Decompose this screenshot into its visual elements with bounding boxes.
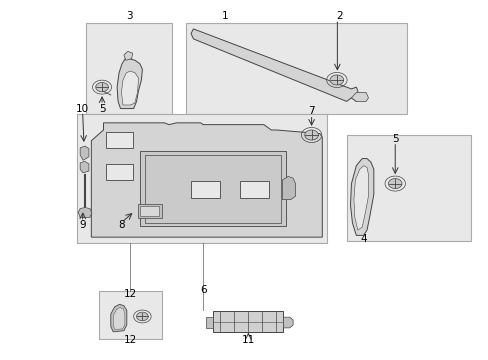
FancyBboxPatch shape (346, 135, 469, 241)
Polygon shape (91, 123, 322, 237)
FancyBboxPatch shape (99, 291, 162, 339)
Polygon shape (123, 51, 132, 60)
Text: 10: 10 (76, 104, 89, 113)
Text: 11: 11 (241, 335, 255, 345)
Text: 5: 5 (99, 104, 105, 113)
Text: 9: 9 (79, 220, 86, 230)
Polygon shape (191, 29, 357, 102)
Bar (191, 181, 220, 198)
Bar (239, 181, 268, 198)
Text: 12: 12 (123, 335, 137, 345)
Text: 12: 12 (123, 289, 137, 298)
Text: 2: 2 (335, 12, 342, 21)
FancyBboxPatch shape (86, 23, 171, 114)
Text: 4: 4 (360, 234, 366, 244)
Polygon shape (80, 146, 89, 160)
Text: 3: 3 (126, 12, 132, 21)
Text: 5: 5 (391, 134, 398, 144)
Polygon shape (353, 166, 368, 230)
Polygon shape (351, 93, 368, 102)
Bar (106, 164, 132, 180)
Polygon shape (80, 161, 89, 173)
Polygon shape (387, 179, 401, 189)
Bar (140, 206, 159, 216)
Text: 7: 7 (307, 107, 314, 116)
Bar (205, 317, 213, 328)
Polygon shape (121, 71, 138, 105)
FancyBboxPatch shape (186, 23, 407, 114)
Polygon shape (350, 158, 373, 235)
Text: 8: 8 (118, 220, 124, 230)
Bar (137, 204, 162, 217)
Polygon shape (282, 176, 295, 200)
Polygon shape (111, 304, 126, 332)
Polygon shape (78, 207, 92, 217)
Polygon shape (117, 59, 142, 109)
Text: 6: 6 (200, 285, 206, 295)
Bar (144, 155, 281, 223)
Polygon shape (283, 317, 292, 328)
Polygon shape (96, 82, 108, 92)
Polygon shape (136, 312, 148, 321)
Polygon shape (113, 307, 124, 329)
Polygon shape (304, 130, 318, 140)
Bar (140, 152, 285, 226)
Text: 1: 1 (221, 11, 228, 21)
Bar (106, 132, 132, 148)
Polygon shape (329, 75, 343, 85)
Bar (212, 311, 283, 332)
FancyBboxPatch shape (77, 114, 326, 243)
